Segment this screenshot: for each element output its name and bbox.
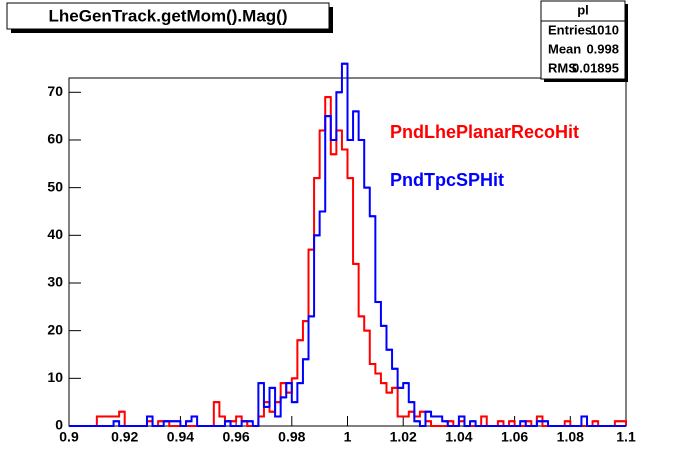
y-tick-label: 30 xyxy=(47,274,63,290)
stats-title: pl xyxy=(577,2,589,17)
stats-box xyxy=(540,0,626,80)
stats-value: 0.01895 xyxy=(572,60,619,75)
legend-label: PndLhePlanarRecoHit xyxy=(390,122,579,142)
x-tick-label: 0.92 xyxy=(111,429,138,445)
y-tick-label: 20 xyxy=(47,321,63,337)
histogram-outline xyxy=(69,62,626,427)
stats-label: Mean xyxy=(548,41,581,56)
stats-value: 1010 xyxy=(590,22,619,37)
x-tick-label: 1.1 xyxy=(616,429,636,445)
y-tick-label: 60 xyxy=(47,131,63,147)
title-box xyxy=(6,2,330,30)
x-tick-label: 0.98 xyxy=(278,429,305,445)
x-tick-label: 0.94 xyxy=(167,429,194,445)
stats-label: Entries xyxy=(548,22,592,37)
legend-label: PndTpcSPHit xyxy=(390,170,504,190)
x-tick-label: 1.02 xyxy=(390,429,417,445)
stats-value: 0.998 xyxy=(586,41,619,56)
x-tick-label: 1.04 xyxy=(445,429,472,445)
x-tick-label: 1.06 xyxy=(501,429,528,445)
y-tick-label: 0 xyxy=(55,417,63,433)
x-tick-label: 1 xyxy=(344,429,352,445)
x-tick-label: 0.96 xyxy=(222,429,249,445)
x-tick-label: 1.08 xyxy=(557,429,584,445)
stats-label: RMS xyxy=(548,60,577,75)
y-tick-label: 50 xyxy=(47,178,63,194)
y-tick-label: 40 xyxy=(47,226,63,242)
chart-title: LheGenTrack.getMom().Mag() xyxy=(49,6,288,25)
y-tick-label: 70 xyxy=(47,83,63,99)
x-tick-label: 0.9 xyxy=(59,429,79,445)
y-tick-label: 10 xyxy=(47,369,63,385)
